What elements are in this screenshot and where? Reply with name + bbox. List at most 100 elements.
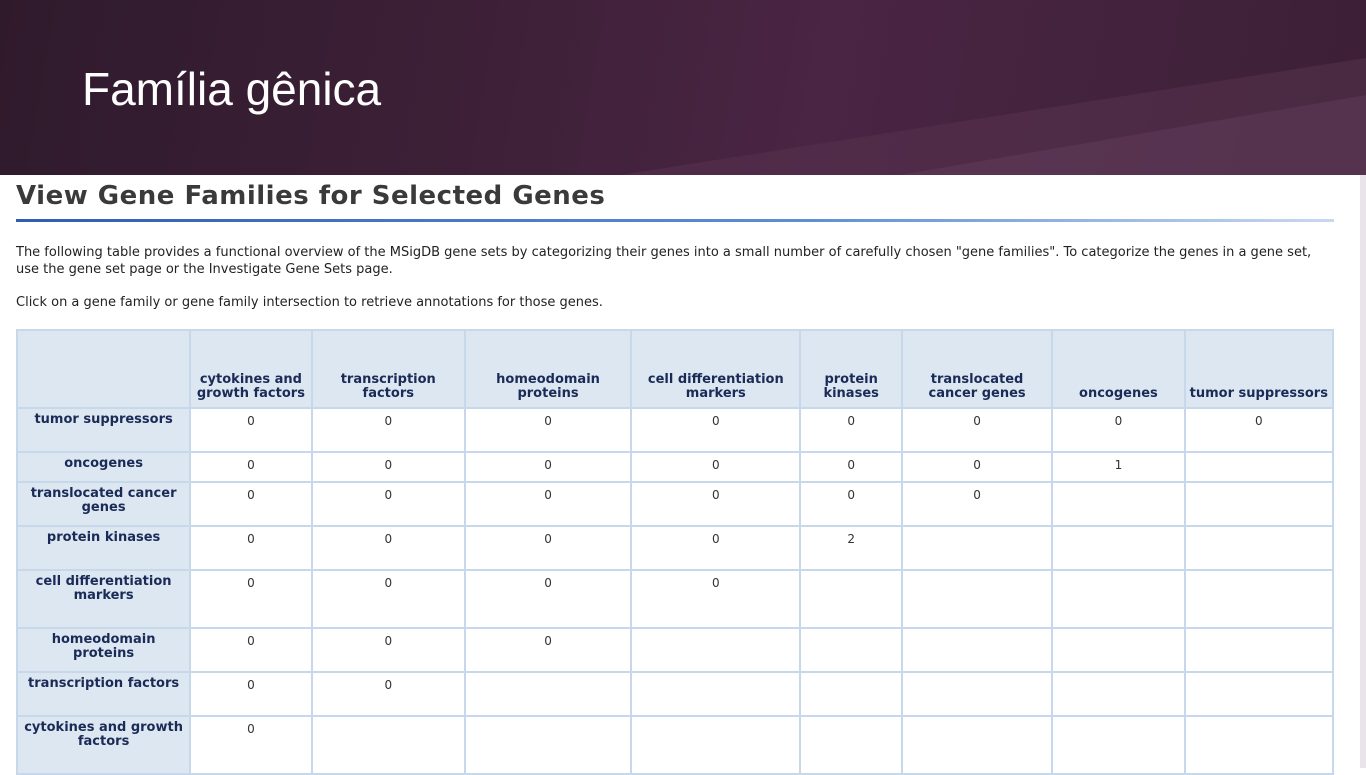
table-cell [1183, 451, 1335, 483]
row-header[interactable]: protein kinases [15, 525, 192, 571]
table-cell[interactable]: 0 [799, 407, 903, 453]
column-header[interactable]: cytokines and growth factors [189, 329, 313, 409]
table-cell[interactable]: 0 [1051, 407, 1186, 453]
table-cell[interactable]: 0 [900, 481, 1054, 527]
row-header[interactable]: translocated cancer genes [15, 481, 192, 527]
table-cell[interactable]: 0 [630, 481, 802, 527]
row-header[interactable]: transcription factors [15, 671, 192, 717]
column-header[interactable]: homeodomain proteins [463, 329, 633, 409]
table-row: cytokines and growth factors 0 [15, 715, 1335, 775]
table-cell[interactable]: 0 [630, 407, 802, 453]
table-cell[interactable]: 0 [463, 451, 633, 483]
table-cell [799, 671, 903, 717]
table-cell [1183, 481, 1335, 527]
table-cell [799, 715, 903, 775]
table-cell[interactable]: 0 [189, 671, 313, 717]
table-cell[interactable]: 0 [310, 627, 466, 673]
table-cell [1183, 671, 1335, 717]
row-header[interactable]: tumor suppressors [15, 407, 192, 453]
table-cell[interactable]: 0 [900, 407, 1054, 453]
table-cell[interactable]: 0 [463, 481, 633, 527]
table-cell [1183, 715, 1335, 775]
page-heading: View Gene Families for Selected Genes [16, 181, 606, 211]
table-cell[interactable]: 1 [1051, 451, 1186, 483]
slide-title: Família gênica [82, 63, 382, 115]
heading-divider [16, 219, 1334, 222]
table-cell[interactable]: 0 [1183, 407, 1335, 453]
table-cell[interactable]: 0 [310, 481, 466, 527]
table-cell [900, 671, 1054, 717]
table-cell[interactable]: 0 [189, 407, 313, 453]
table-cell [900, 627, 1054, 673]
table-cell[interactable]: 0 [463, 525, 633, 571]
gene-family-table: cytokines and growth factors transcripti… [15, 329, 1335, 775]
table-cell [1051, 569, 1186, 629]
table-cell[interactable]: 0 [189, 481, 313, 527]
column-header[interactable]: tumor suppressors [1183, 329, 1335, 409]
table-cell [799, 627, 903, 673]
table-row: protein kinases 0 0 0 0 2 [15, 525, 1335, 571]
table-cell [630, 671, 802, 717]
table-cell [1183, 569, 1335, 629]
screenshot-panel: View Gene Families for Selected Genes Th… [0, 175, 1366, 775]
table-row: cell differentiation markers 0 0 0 0 [15, 569, 1335, 629]
table-cell [463, 671, 633, 717]
table-cell[interactable]: 0 [799, 481, 903, 527]
table-body: tumor suppressors 0 0 0 0 0 0 0 0 oncogenes 0 0 0 0 0 0… [15, 407, 1335, 775]
table-cell [1051, 715, 1186, 775]
column-header[interactable]: transcription factors [310, 329, 466, 409]
row-header[interactable]: oncogenes [15, 451, 192, 483]
table-cell [1183, 525, 1335, 571]
table-cell[interactable]: 0 [189, 451, 313, 483]
table-cell[interactable]: 2 [799, 525, 903, 571]
table-cell [900, 715, 1054, 775]
table-cell [1051, 627, 1186, 673]
table-cell[interactable]: 0 [799, 451, 903, 483]
table-cell[interactable]: 0 [900, 451, 1054, 483]
column-header[interactable]: protein kinases [799, 329, 903, 409]
table-cell[interactable]: 0 [463, 569, 633, 629]
row-header[interactable]: cytokines and growth factors [15, 715, 192, 775]
instruction-text: Click on a gene family or gene family in… [16, 295, 603, 310]
table-cell [1051, 481, 1186, 527]
table-row: homeodomain proteins 0 0 0 [15, 627, 1335, 673]
table-cell[interactable]: 0 [310, 525, 466, 571]
table-cell [799, 569, 903, 629]
table-cell[interactable]: 0 [189, 715, 313, 775]
table-cell [310, 715, 466, 775]
header-swoosh-decoration [620, 58, 1366, 175]
table-cell[interactable]: 0 [189, 569, 313, 629]
table-cell [1051, 525, 1186, 571]
corner-cell [15, 329, 192, 409]
table-row: translocated cancer genes 0 0 0 0 0 0 [15, 481, 1335, 527]
table-header-row: cytokines and growth factors transcripti… [15, 329, 1335, 409]
table-cell[interactable]: 0 [630, 525, 802, 571]
panel-edge [1360, 175, 1366, 768]
table-row: transcription factors 0 0 [15, 671, 1335, 717]
table-cell [630, 627, 802, 673]
slide-header: Família gênica [0, 0, 1366, 175]
column-header[interactable]: translocated cancer genes [900, 329, 1054, 409]
table-cell [1051, 671, 1186, 717]
table-cell [1183, 627, 1335, 673]
table-cell[interactable]: 0 [630, 451, 802, 483]
column-header[interactable]: cell differentiation markers [630, 329, 802, 409]
table-row: oncogenes 0 0 0 0 0 0 1 [15, 451, 1335, 483]
table-cell [900, 569, 1054, 629]
table-cell[interactable]: 0 [463, 627, 633, 673]
table-cell[interactable]: 0 [310, 451, 466, 483]
table-cell[interactable]: 0 [463, 407, 633, 453]
table-cell[interactable]: 0 [310, 569, 466, 629]
table-cell[interactable]: 0 [630, 569, 802, 629]
table-row: tumor suppressors 0 0 0 0 0 0 0 0 [15, 407, 1335, 453]
column-header[interactable]: oncogenes [1051, 329, 1186, 409]
table-cell[interactable]: 0 [189, 525, 313, 571]
table-cell[interactable]: 0 [310, 671, 466, 717]
table-cell [900, 525, 1054, 571]
table-cell[interactable]: 0 [189, 627, 313, 673]
table-cell [463, 715, 633, 775]
row-header[interactable]: homeodomain proteins [15, 627, 192, 673]
table-cell [630, 715, 802, 775]
row-header[interactable]: cell differentiation markers [15, 569, 192, 629]
table-cell[interactable]: 0 [310, 407, 466, 453]
